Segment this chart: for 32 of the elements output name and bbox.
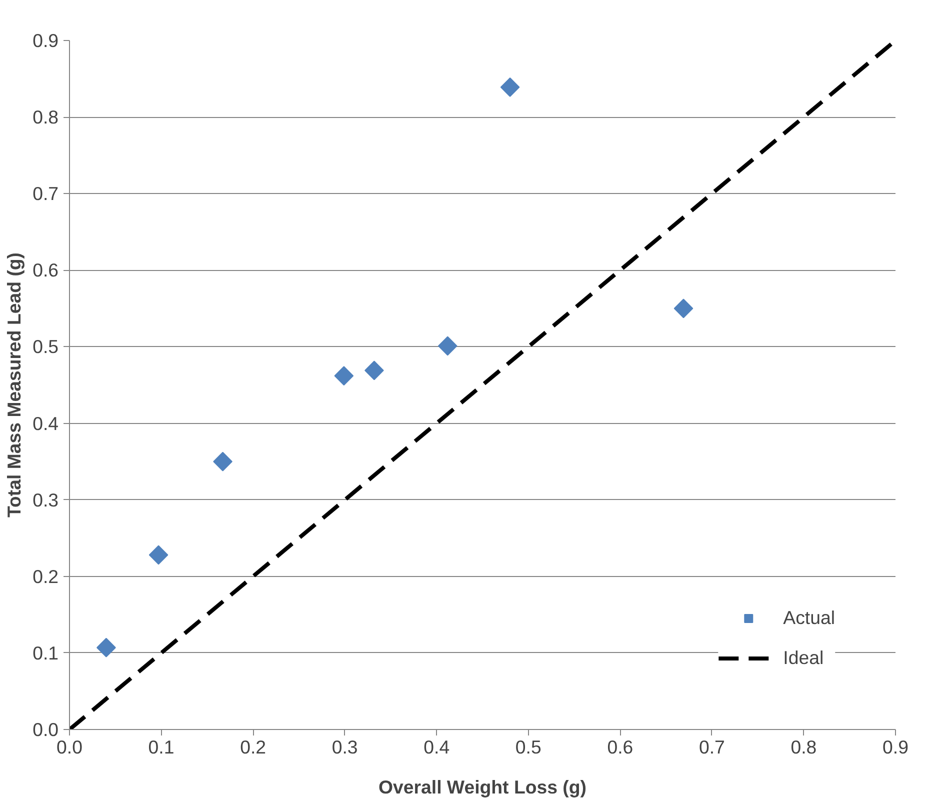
- y-tick-label: 0.6: [32, 260, 59, 281]
- y-tick-label: 0.3: [32, 489, 59, 510]
- x-tick-label: 0.6: [607, 736, 634, 758]
- y-tick-label: 0.7: [32, 183, 59, 204]
- x-tick-label: 0.4: [424, 736, 450, 758]
- x-tick-label: 0.3: [332, 736, 358, 758]
- x-tick-label: 0.0: [56, 736, 82, 758]
- y-tick-label: 0.8: [32, 106, 59, 128]
- point: [96, 638, 116, 658]
- point: [438, 336, 458, 356]
- y-tick-label: 0.5: [32, 336, 59, 358]
- point: [334, 366, 354, 386]
- y-tick-label: 0.9: [32, 30, 59, 51]
- y-tick-label: 0.4: [32, 412, 59, 434]
- point: [148, 545, 168, 565]
- y-axis-title: Total Mass Measured Lead (g): [4, 252, 25, 518]
- legend-label: Actual: [783, 607, 835, 629]
- point: [364, 360, 384, 380]
- x-tick-label: 0.7: [698, 736, 725, 758]
- x-tick-label: 0.2: [240, 736, 266, 758]
- point: [674, 298, 694, 318]
- legend-label: Ideal: [783, 647, 824, 669]
- y-tick-label: 0.2: [32, 566, 59, 587]
- x-tick-label: 0.1: [148, 736, 174, 758]
- x-tick-label: 0.9: [882, 736, 908, 758]
- x-axis-title: Overall Weight Loss (g): [378, 776, 587, 798]
- y-tick-label: 0.0: [32, 719, 59, 740]
- x-tick-label: 0.8: [790, 736, 817, 758]
- point: [213, 452, 232, 472]
- point: [500, 78, 520, 97]
- x-tick-label: 0.5: [515, 736, 542, 758]
- y-tick-label: 0.1: [32, 642, 59, 664]
